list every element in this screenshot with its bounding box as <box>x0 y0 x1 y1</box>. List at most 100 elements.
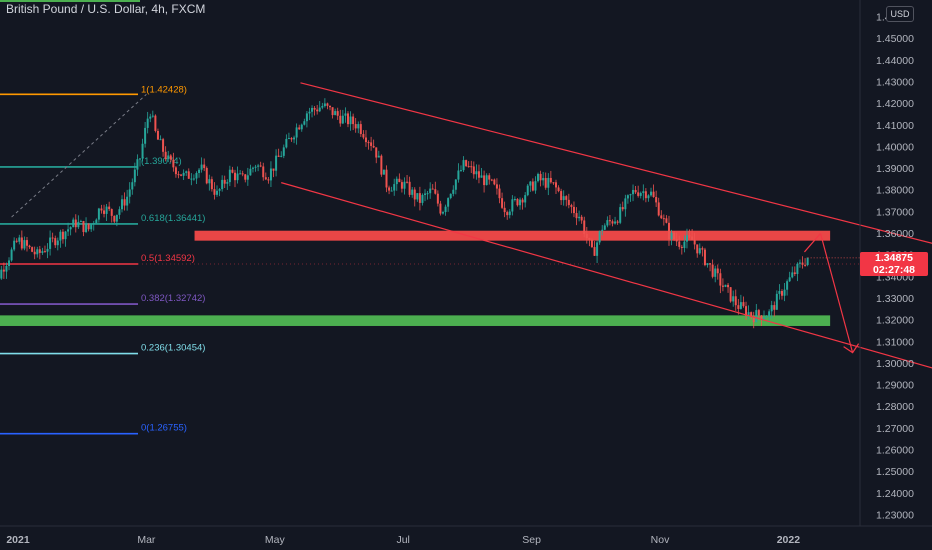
candle-body <box>642 191 645 194</box>
candle-body <box>583 220 586 235</box>
price-tick-label: 1.29000 <box>876 380 914 392</box>
candle-body <box>249 168 252 176</box>
candle-body <box>90 224 93 230</box>
time-axis[interactable]: 2021 Mar May Jul Sep Nov 2022 <box>0 525 932 546</box>
candle-body <box>552 182 555 184</box>
candle-body <box>639 193 642 196</box>
candle-body <box>516 199 519 206</box>
candle-body <box>239 173 242 175</box>
candle-body <box>159 139 162 141</box>
chart-title: British Pound / U.S. Dollar, 4h, FXCM <box>6 2 206 16</box>
candle-body <box>501 198 504 208</box>
candle-body <box>442 212 445 214</box>
candle-body <box>169 155 172 160</box>
candle-body <box>662 218 665 220</box>
candle-body <box>154 115 157 131</box>
candle-body <box>187 171 190 179</box>
candle-body <box>59 231 62 241</box>
price-tick-label: 1.37000 <box>876 206 914 218</box>
candle-body <box>727 284 730 288</box>
candle-body <box>452 189 455 194</box>
candle-body <box>719 273 722 286</box>
candle-body <box>783 289 786 296</box>
candle-body <box>285 138 288 148</box>
candle-body <box>652 191 655 198</box>
candle-body <box>554 182 557 188</box>
zone-support <box>0 315 831 326</box>
candle-body <box>162 139 165 152</box>
candle-body <box>5 265 8 272</box>
candle-body <box>426 193 429 195</box>
candle-body <box>624 198 627 210</box>
candle-body <box>370 142 373 146</box>
candle-body <box>737 305 740 309</box>
candle-body <box>28 245 31 248</box>
candle-body <box>182 172 185 176</box>
candle-body <box>588 238 591 240</box>
fib-level-label: 0(1.26755) <box>141 423 187 434</box>
candle-body <box>177 174 180 176</box>
candle-body <box>180 174 183 176</box>
candle-body <box>41 251 44 253</box>
candle-body <box>449 193 452 199</box>
candle-body <box>806 257 809 265</box>
candle-body <box>216 190 219 195</box>
projection-arrowhead <box>843 343 860 354</box>
candle-body <box>72 219 75 228</box>
candle-body <box>531 181 534 191</box>
candle-body <box>734 296 737 306</box>
fibonacci-levels: 1(1.42428) (1.39074) 0.618(1.36441) 0.5(1.3… <box>0 84 860 435</box>
candle-body <box>521 199 524 203</box>
candle-body <box>218 189 221 191</box>
candle-body <box>483 175 486 186</box>
fib-level-label: 0.618(1.36441) <box>141 213 205 224</box>
fib-level-label: (1.39074) <box>141 156 182 167</box>
candle-body <box>192 178 195 180</box>
candle-body <box>601 229 604 232</box>
candle-body <box>23 240 26 249</box>
candle-body <box>616 221 619 223</box>
candle-body <box>146 118 149 128</box>
candle-body <box>226 182 229 184</box>
candle-body <box>264 177 267 180</box>
channel-lower-line <box>281 182 932 369</box>
candle-body <box>46 248 49 252</box>
candle-body <box>198 169 201 174</box>
candle-body <box>259 165 262 167</box>
candle-body <box>498 188 501 199</box>
candle-body <box>534 181 537 191</box>
price-tick-label: 1.28000 <box>876 401 914 413</box>
candle-body <box>621 207 624 210</box>
candle-body <box>69 227 72 230</box>
candle-body <box>724 284 727 287</box>
candle-body <box>115 214 118 222</box>
candle-body <box>477 171 480 178</box>
price-tick-label: 1.36000 <box>876 228 914 240</box>
candle-body <box>92 223 95 225</box>
candle-body <box>770 305 773 312</box>
channel-upper-line <box>300 82 932 244</box>
candle-body <box>144 127 147 144</box>
candle-body <box>788 277 791 282</box>
candle-body <box>275 155 278 171</box>
candle-body <box>570 205 573 207</box>
candle-body <box>465 160 468 167</box>
candle-body <box>18 237 21 242</box>
candle-body <box>470 166 473 168</box>
candle-body <box>400 182 403 189</box>
candle-body <box>519 199 522 206</box>
candle-body <box>773 305 776 310</box>
candle-body <box>436 193 439 204</box>
currency-button[interactable]: USD <box>886 6 914 22</box>
candle-body <box>290 138 293 140</box>
candle-body <box>272 168 275 171</box>
candle-body <box>287 138 290 140</box>
projection-down-segment <box>819 233 854 353</box>
candle-body <box>121 199 124 210</box>
candle-body <box>61 231 64 240</box>
candle-body <box>321 106 324 108</box>
candle-body <box>133 169 136 183</box>
price-tick-label: 1.39000 <box>876 163 914 175</box>
candle-body <box>95 219 98 224</box>
